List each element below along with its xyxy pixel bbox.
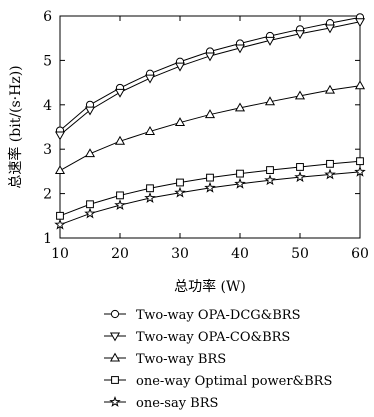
legend-label: one-way Optimal power&BRS [136, 374, 332, 389]
data-point [176, 178, 184, 187]
data-point [324, 24, 336, 34]
data-point [264, 36, 276, 46]
data-point [204, 52, 216, 62]
y-axis-title: 总速率 (bit/(s·Hz)) [7, 65, 24, 188]
legend-item: Two-way OPA-DCG&BRS [104, 308, 300, 323]
data-point [296, 163, 304, 171]
data-point [354, 18, 366, 28]
series [55, 13, 365, 135]
y-tick-label: 2 [43, 187, 52, 203]
data-point [116, 191, 124, 200]
data-point [54, 218, 66, 230]
data-point [114, 88, 126, 98]
data-point [206, 173, 214, 182]
legend-label: Two-way BRS [136, 352, 226, 367]
x-tick-label: 20 [111, 246, 129, 262]
data-point [54, 165, 66, 175]
legend-marker [111, 376, 119, 384]
data-point [144, 126, 156, 135]
legend-item: Two-way BRS [104, 352, 226, 367]
y-tick-label: 6 [43, 9, 52, 25]
data-point [146, 184, 154, 193]
legend-item: one-way Optimal power&BRS [104, 374, 332, 389]
legend-marker [109, 352, 121, 362]
data-point [324, 84, 336, 94]
x-tick-label: 10 [51, 246, 69, 262]
y-tick-label: 3 [43, 142, 52, 158]
data-point [144, 74, 156, 84]
legend-marker [110, 309, 120, 319]
data-point [84, 106, 96, 116]
data-point [356, 157, 364, 166]
data-point [174, 186, 186, 198]
legend-label: Two-way OPA-DCG&BRS [136, 308, 300, 323]
x-tick-label: 30 [171, 246, 189, 262]
x-tick-label: 60 [351, 246, 369, 262]
legend: Two-way OPA-DCG&BRS Two-way OPA-CO&BRS Two… [104, 308, 332, 411]
data-point [114, 199, 126, 211]
data-point [54, 131, 66, 141]
x-axis-title: 总功率 (W) [174, 278, 246, 295]
series [54, 18, 366, 141]
series-layer [54, 13, 366, 230]
y-tick-label: 4 [43, 98, 52, 114]
legend-marker [109, 332, 121, 342]
data-point [204, 181, 216, 193]
legend-marker [109, 395, 121, 407]
x-tick-label: 40 [231, 246, 249, 262]
data-point [324, 168, 336, 180]
data-point [264, 174, 276, 186]
data-point [84, 148, 96, 158]
data-point [84, 207, 96, 219]
data-point [236, 169, 244, 178]
series [54, 165, 366, 230]
data-point [294, 90, 306, 100]
data-point [294, 171, 306, 183]
y-tick-label: 1 [43, 231, 52, 247]
data-point [86, 200, 94, 209]
data-point [294, 30, 306, 40]
data-point [326, 159, 334, 168]
data-point [234, 44, 246, 54]
legend-label: one-say BRS [136, 396, 218, 411]
data-point [354, 80, 366, 90]
axis-ticks: 10 20 30 40 50 60 1 2 3 4 5 6 [43, 9, 369, 262]
series-line [59, 85, 361, 171]
data-point [264, 96, 276, 106]
data-point [266, 166, 274, 174]
legend-label: Two-way OPA-CO&BRS [136, 330, 290, 345]
data-point [174, 117, 186, 127]
data-point [234, 102, 246, 112]
data-point [56, 211, 64, 220]
legend-item: one-say BRS [104, 395, 218, 411]
data-point [144, 191, 156, 203]
data-point [114, 135, 126, 145]
data-point [234, 177, 246, 189]
y-tick-label: 5 [43, 53, 52, 69]
data-point [354, 165, 366, 177]
data-point [204, 109, 216, 119]
legend-item: Two-way OPA-CO&BRS [104, 330, 290, 345]
series [54, 80, 366, 175]
data-point [174, 62, 186, 72]
x-tick-label: 50 [291, 246, 309, 262]
